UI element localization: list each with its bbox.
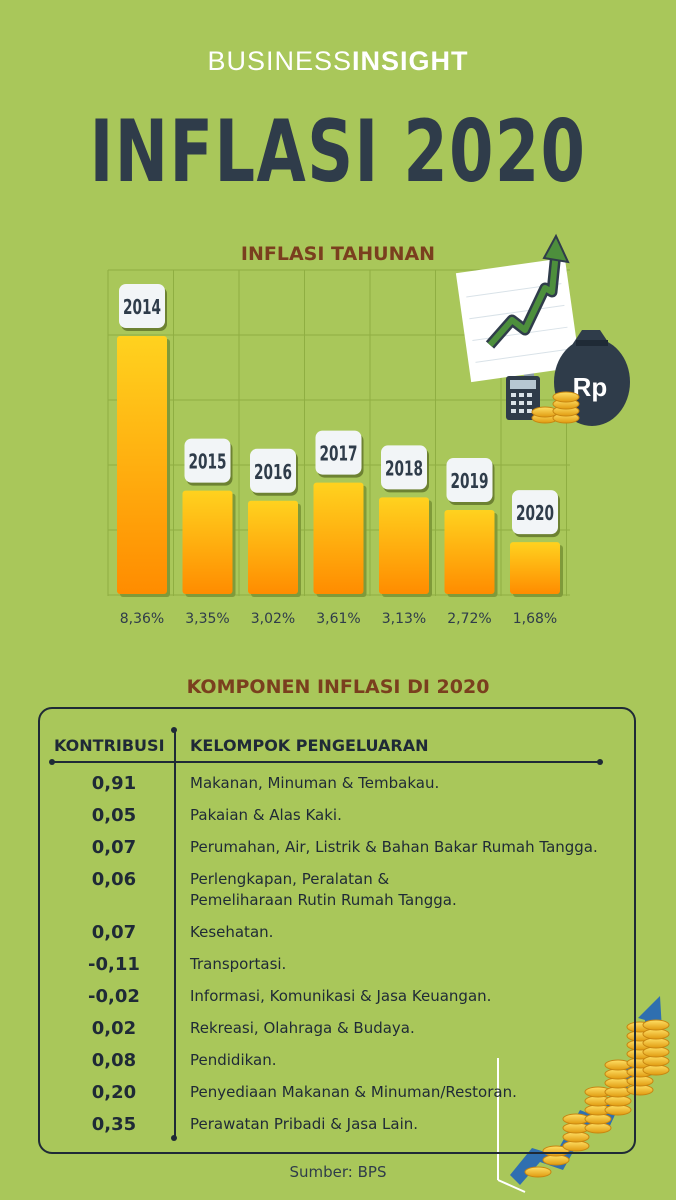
expenditure-group-label: Pakaian & Alas Kaki. bbox=[190, 805, 630, 826]
expenditure-group-label: Perlengkapan, Peralatan & Pemeliharaan Ru… bbox=[190, 869, 630, 911]
growth-coins-icon bbox=[497, 996, 670, 1193]
contribution-value: 0,20 bbox=[91, 1082, 137, 1103]
expenditure-group-label: Kesehatan. bbox=[190, 922, 630, 943]
column-divider bbox=[174, 730, 176, 1138]
value-label: 3,35% bbox=[185, 611, 229, 627]
expenditure-group-line: Transportasi. bbox=[190, 955, 287, 973]
expenditure-group-line: Makanan, Minuman & Tembakau. bbox=[190, 774, 440, 792]
chart-title: INFLASI TAHUNAN bbox=[240, 243, 436, 265]
expenditure-group-line: Informasi, Komunikasi & Jasa Keuangan. bbox=[190, 987, 492, 1005]
bar-2015 bbox=[182, 490, 233, 594]
value-label: 3,13% bbox=[382, 611, 426, 627]
divider-dot bbox=[171, 727, 177, 733]
table-divider bbox=[52, 761, 600, 763]
value-label: 8,36% bbox=[120, 611, 164, 627]
value-label: 3,02% bbox=[251, 611, 295, 627]
year-label: 2016 bbox=[254, 460, 292, 484]
value-label: 2,72% bbox=[447, 611, 491, 627]
year-badge bbox=[184, 438, 231, 483]
bar-2019 bbox=[444, 510, 495, 594]
expenditure-group-line: Rekreasi, Olahraga & Budaya. bbox=[190, 1019, 415, 1037]
expenditure-group-label: Perawatan Pribadi & Jasa Lain. bbox=[190, 1114, 630, 1135]
contribution-value: 0,07 bbox=[91, 837, 137, 858]
expenditure-group-line: Penyediaan Makanan & Minuman/Restoran. bbox=[190, 1083, 517, 1101]
coin bbox=[642, 1019, 670, 1031]
expenditure-group-line: Perumahan, Air, Listrik & Bahan Bakar Ru… bbox=[190, 838, 598, 856]
expenditure-group-label: Penyediaan Makanan & Minuman/Restoran. bbox=[190, 1082, 630, 1103]
year-label: 2018 bbox=[385, 456, 423, 480]
bar-2016 bbox=[248, 500, 298, 594]
bar-2020 bbox=[510, 542, 560, 594]
header-contribution: KONTRIBUSI bbox=[54, 736, 165, 755]
expenditure-group-line: Pemeliharaan Rutin Rumah Tangga. bbox=[190, 891, 457, 909]
page-title: INFLASI 2020 bbox=[89, 102, 587, 202]
bar-2018 bbox=[379, 497, 429, 594]
divider-dot bbox=[597, 759, 603, 765]
year-badge bbox=[446, 458, 493, 503]
brand-part2: INSIGHT bbox=[352, 46, 469, 76]
contribution-value: 0,06 bbox=[91, 869, 137, 890]
year-label: 2014 bbox=[123, 295, 161, 319]
header-expenditure-group: KELOMPOK PENGELUARAN bbox=[190, 736, 429, 755]
contribution-value: -0,11 bbox=[88, 954, 140, 975]
year-label: 2020 bbox=[516, 501, 554, 525]
bar-2017 bbox=[313, 482, 364, 594]
contribution-value: 0,07 bbox=[91, 922, 137, 943]
expenditure-group-line: Perlengkapan, Peralatan & bbox=[190, 870, 390, 888]
expenditure-group-label: Informasi, Komunikasi & Jasa Keuangan. bbox=[190, 986, 630, 1007]
contribution-value: 0,02 bbox=[91, 1018, 137, 1039]
year-label: 2019 bbox=[451, 469, 489, 493]
coins-icon bbox=[531, 391, 580, 424]
contribution-value: 0,91 bbox=[91, 773, 137, 794]
year-badge bbox=[381, 445, 427, 490]
chart-bars: 2014 8,36% 2015 3,35% 2016 3,02% 2017 3,61% 2018… bbox=[117, 284, 563, 627]
bar-2014 bbox=[117, 336, 167, 594]
expenditure-group-line: Kesehatan. bbox=[190, 923, 274, 941]
contribution-value: 0,35 bbox=[91, 1114, 137, 1135]
source-note: Sumber: BPS bbox=[289, 1163, 387, 1181]
year-badge bbox=[512, 490, 558, 535]
brand-logo: BUSINESSINSIGHT bbox=[0, 46, 676, 77]
value-label: 1,68% bbox=[513, 611, 557, 627]
year-label: 2017 bbox=[320, 442, 358, 466]
expenditure-group-label: Transportasi. bbox=[190, 954, 630, 975]
year-badge bbox=[250, 448, 296, 493]
year-label: 2015 bbox=[189, 450, 227, 474]
contribution-table bbox=[38, 707, 636, 1154]
contribution-value: -0,02 bbox=[88, 986, 140, 1007]
year-badge bbox=[315, 430, 362, 475]
brand-part1: BUSINESS bbox=[207, 46, 353, 76]
year-badge bbox=[119, 284, 165, 328]
expenditure-group-label: Makanan, Minuman & Tembakau. bbox=[190, 773, 630, 794]
expenditure-group-label: Rekreasi, Olahraga & Budaya. bbox=[190, 1018, 630, 1039]
expenditure-group-line: Pendidikan. bbox=[190, 1051, 277, 1069]
expenditure-group-label: Pendidikan. bbox=[190, 1050, 630, 1071]
divider-dot bbox=[49, 759, 55, 765]
contribution-value: 0,05 bbox=[91, 805, 137, 826]
value-label: 3,61% bbox=[316, 611, 360, 627]
contribution-value: 0,08 bbox=[91, 1050, 137, 1071]
divider-dot bbox=[171, 1135, 177, 1141]
expenditure-group-line: Perawatan Pribadi & Jasa Lain. bbox=[190, 1115, 419, 1133]
expenditure-group-label: Perumahan, Air, Listrik & Bahan Bakar Ru… bbox=[190, 837, 630, 858]
expenditure-group-line: Pakaian & Alas Kaki. bbox=[190, 806, 342, 824]
coin bbox=[524, 1166, 552, 1178]
table-title: KOMPONEN INFLASI DI 2020 bbox=[186, 676, 490, 698]
calculator-icon bbox=[506, 376, 540, 420]
